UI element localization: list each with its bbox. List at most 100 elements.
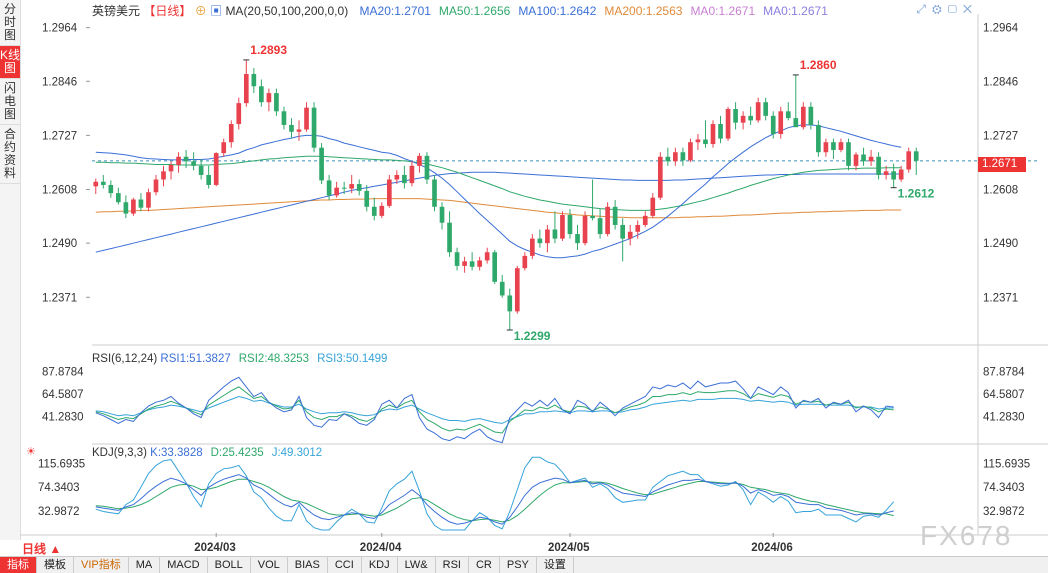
candle-body: [680, 152, 686, 161]
period-selector[interactable]: 日线 ▲: [22, 542, 62, 556]
rsi-value-1: RSI2:48.3253: [238, 353, 310, 365]
period-label[interactable]: 【日线】: [143, 4, 192, 18]
side-tab-timeshare[interactable]: 分时图: [0, 0, 20, 46]
bottom-tab-3[interactable]: MA: [129, 557, 161, 573]
candle-body: [499, 281, 505, 296]
bottom-tab-9[interactable]: KDJ: [362, 557, 398, 573]
candle-body: [665, 156, 671, 162]
bottom-tab-10[interactable]: LW&: [398, 557, 436, 573]
rsi-title: RSI(6,12,24): [92, 353, 158, 365]
fullscreen-icon[interactable]: ▢: [947, 2, 963, 16]
sun-icon[interactable]: ☀: [26, 446, 36, 458]
candle-body: [838, 142, 844, 150]
bottom-tab-6[interactable]: VOL: [251, 557, 288, 573]
candle-body: [349, 184, 355, 189]
candle-body: [710, 124, 716, 145]
low1-label: 1.2299: [514, 329, 551, 343]
candle-body: [514, 268, 520, 312]
ma-params: MA(20,50,100,200,0,0): [225, 4, 349, 18]
candle-body: [341, 187, 347, 189]
kdj-d-line: [95, 478, 894, 523]
candle-body: [116, 193, 121, 203]
candle-body: [409, 165, 415, 184]
candle-body: [123, 202, 129, 214]
price-axis-label-left: 1.2490: [42, 238, 77, 250]
candle-body: [642, 215, 648, 225]
bottom-tab-1[interactable]: 模板: [37, 557, 74, 573]
candle-body: [748, 115, 753, 121]
rsi-axis-label-left: 41.2830: [42, 411, 84, 423]
candle-body: [507, 295, 513, 312]
candle-body: [688, 142, 693, 161]
kdj-axis-label-right: 32.9872: [983, 506, 1025, 518]
side-tab-contract[interactable]: 合约资料: [0, 125, 20, 184]
ma-value-3: MA200:1.2563: [604, 4, 683, 18]
settings-icon[interactable]: ⚙: [931, 2, 948, 16]
bottom-tab-5[interactable]: BOLL: [208, 557, 251, 573]
candle-body: [673, 152, 678, 162]
candle-body: [289, 124, 294, 132]
candle-body: [274, 93, 279, 112]
candle-body: [364, 190, 370, 207]
candle-body: [898, 169, 904, 180]
bottom-tab-7[interactable]: BIAS: [288, 557, 328, 573]
rsi-axis-label-right: 41.2830: [983, 411, 1025, 423]
ma20-line: [95, 124, 902, 259]
bottom-tab-4[interactable]: MACD: [160, 557, 208, 573]
candle-body: [597, 218, 603, 235]
candle-body: [816, 124, 821, 153]
kdj-header: KDJ(9,3,3) K:33.3828 D:25.4235 J:49.3012: [92, 447, 330, 459]
chart-icon[interactable]: ▣: [210, 4, 223, 18]
candle-body: [417, 155, 422, 166]
candle-body: [492, 252, 498, 282]
candle-body: [552, 229, 558, 239]
expand-icon[interactable]: ⤢: [916, 2, 932, 16]
candle-body: [484, 252, 490, 261]
candle-body: [138, 199, 144, 208]
add-indicator-icon[interactable]: ⊕: [194, 4, 207, 18]
candle-body: [221, 142, 227, 154]
rsi-axis-label-right: 87.8784: [983, 367, 1025, 379]
bottom-tab-13[interactable]: PSY: [500, 557, 537, 573]
candle-body: [605, 206, 610, 235]
indicator-tabs: 指标 模板 VIP指标 MA MACD BOLL VOL BIAS CCI KDJ LW& RSI CR…: [0, 556, 1048, 573]
candle-body: [228, 124, 234, 143]
candle-body: [326, 180, 332, 196]
candle-body: [800, 106, 806, 128]
candle-body: [612, 206, 618, 225]
candle-body: [477, 260, 482, 267]
candle-body: [146, 192, 151, 208]
candle-body: [424, 155, 430, 180]
price-axis-label-right: 1.2727: [983, 130, 1018, 142]
price-axis-label-left: 1.2608: [42, 185, 77, 197]
candle-body: [567, 214, 573, 235]
candle-body: [635, 224, 641, 232]
kdj-value-0: K:33.3828: [150, 447, 203, 459]
high1-label: 1.2893: [250, 43, 287, 57]
side-tab-flash[interactable]: 闪电图: [0, 79, 20, 125]
kdj-axis-label-left: 32.9872: [38, 506, 80, 518]
candle-body: [402, 174, 407, 184]
bottom-tab-12[interactable]: CR: [469, 557, 500, 573]
candle-body: [304, 107, 309, 130]
kdj-value-1: D:25.4235: [210, 447, 264, 459]
bottom-tab-8[interactable]: CCI: [328, 557, 362, 573]
candle-body: [447, 222, 452, 253]
candle-body: [590, 215, 595, 219]
kdj-value-2: J:49.3012: [271, 447, 323, 459]
candle-body: [93, 181, 99, 187]
price-axis-label-left: 1.2846: [42, 76, 77, 88]
candle-body: [657, 156, 663, 198]
bottom-tab-14[interactable]: 设置: [537, 557, 574, 573]
bottom-tab-0[interactable]: 指标: [0, 557, 37, 573]
candle-body: [198, 165, 204, 175]
side-tab-kline[interactable]: K线图: [0, 46, 20, 79]
bottom-tab-11[interactable]: RSI: [436, 557, 469, 573]
close-icon[interactable]: ✕: [962, 2, 978, 16]
candle-body: [131, 199, 136, 214]
rsi1-line: [95, 376, 894, 444]
bottom-tab-2[interactable]: VIP指标: [74, 557, 129, 573]
candle-body: [371, 206, 377, 216]
candle-body: [913, 151, 919, 161]
